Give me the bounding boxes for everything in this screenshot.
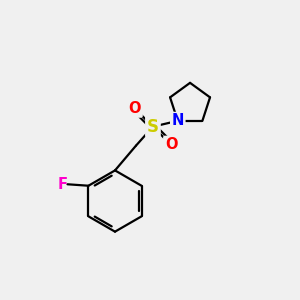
Text: S: S xyxy=(147,118,159,136)
Text: O: O xyxy=(165,137,177,152)
Text: F: F xyxy=(57,177,67,192)
Text: N: N xyxy=(172,113,184,128)
Text: O: O xyxy=(129,101,141,116)
Text: O: O xyxy=(165,137,177,152)
Text: O: O xyxy=(129,101,141,116)
Text: S: S xyxy=(147,118,159,136)
Text: N: N xyxy=(172,113,184,128)
